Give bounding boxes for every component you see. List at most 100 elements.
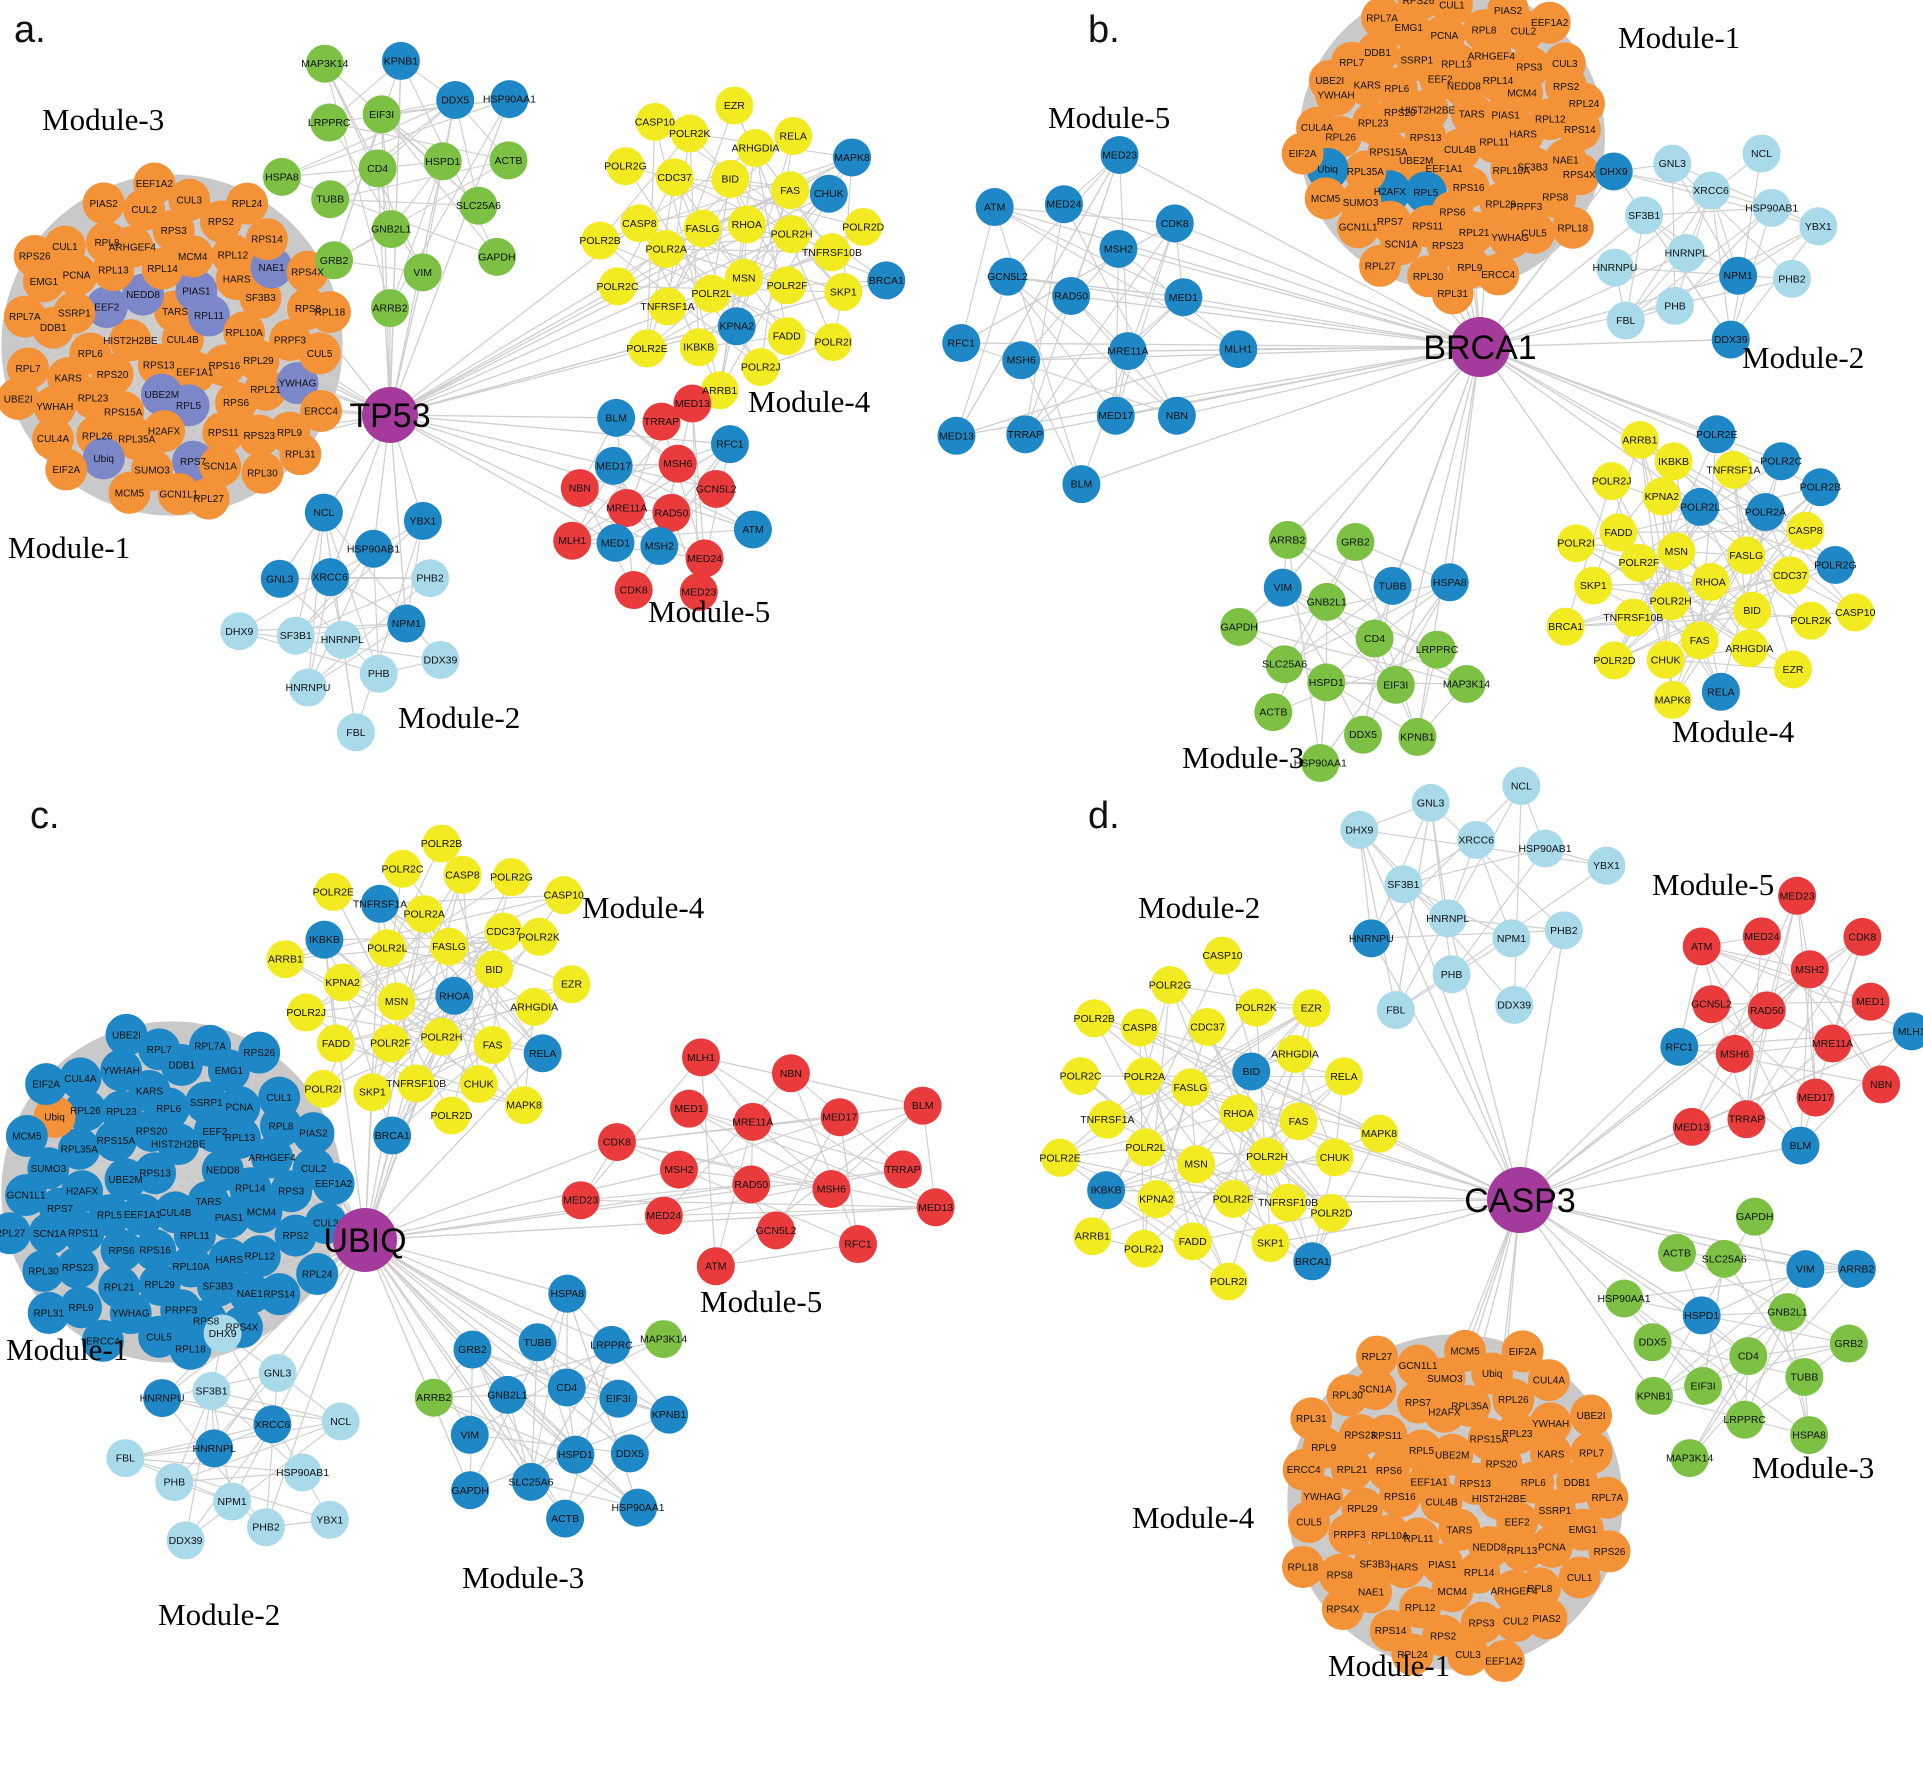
- node-PCNA[interactable]: [1530, 1525, 1573, 1568]
- node-POLR2J[interactable]: [1592, 462, 1631, 501]
- node-FADD[interactable]: [316, 1024, 355, 1063]
- node-POLR2L[interactable]: [1681, 487, 1720, 526]
- node-CDK8[interactable]: [614, 571, 653, 610]
- node-MSH6[interactable]: [658, 444, 697, 483]
- node-FASLG[interactable]: [683, 209, 722, 248]
- node-DDX39[interactable]: [421, 640, 460, 679]
- node-CDC37[interactable]: [484, 912, 523, 951]
- node-RPL8[interactable]: [85, 221, 128, 264]
- node-HNRNPL[interactable]: [323, 620, 362, 659]
- node-NCL[interactable]: [304, 493, 343, 532]
- node-CASP10[interactable]: [635, 102, 674, 141]
- node-HIST2H2BE[interactable]: [109, 319, 152, 362]
- node-NPM1[interactable]: [387, 604, 426, 643]
- node-ERCC4[interactable]: [1477, 253, 1520, 296]
- node-HNRNPL[interactable]: [1428, 899, 1467, 938]
- node-PHB[interactable]: [1655, 286, 1694, 325]
- node-GNL3[interactable]: [1653, 144, 1692, 183]
- node-POLR2C[interactable]: [1061, 1057, 1100, 1096]
- node-GNL3[interactable]: [260, 559, 299, 598]
- node-GNB2L1[interactable]: [488, 1375, 527, 1414]
- node-NAE1[interactable]: [228, 1272, 271, 1315]
- node-LRPPRC[interactable]: [592, 1325, 631, 1364]
- node-RPL7A[interactable]: [3, 295, 46, 338]
- node-MED1[interactable]: [1851, 982, 1890, 1021]
- node-MRE11A[interactable]: [607, 488, 646, 527]
- node-RPL12[interactable]: [238, 1235, 281, 1278]
- node-HNRNPU[interactable]: [288, 668, 327, 707]
- node-RPL9[interactable]: [60, 1286, 103, 1329]
- node-MAP3K14[interactable]: [644, 1320, 683, 1359]
- node-MAPK8[interactable]: [1360, 1114, 1399, 1153]
- node-RPL30[interactable]: [1326, 1374, 1369, 1417]
- node-HNRNPU[interactable]: [143, 1379, 182, 1418]
- node-KPNA2[interactable]: [1137, 1180, 1176, 1219]
- node-CDK8[interactable]: [597, 1123, 636, 1162]
- node-LRPPRC[interactable]: [310, 103, 349, 142]
- node-FAS[interactable]: [1279, 1102, 1318, 1141]
- node-EIF2A[interactable]: [25, 1063, 68, 1106]
- node-GCN1L1[interactable]: [1397, 1344, 1440, 1387]
- node-POLR2K[interactable]: [1237, 988, 1276, 1027]
- node-TNFRSF1A[interactable]: [1714, 450, 1753, 489]
- node-EZR[interactable]: [1292, 989, 1331, 1028]
- node-GNL3[interactable]: [258, 1354, 297, 1393]
- node-RELA[interactable]: [1701, 672, 1740, 711]
- node-HNRNPU[interactable]: [1595, 248, 1634, 287]
- node-RPL18[interactable]: [308, 291, 351, 334]
- node-LRPPRC[interactable]: [1418, 630, 1457, 669]
- node-HSPD1[interactable]: [1307, 663, 1346, 702]
- node-GCN5L2[interactable]: [988, 257, 1027, 296]
- node-CUL4A[interactable]: [59, 1057, 102, 1100]
- node-NBN[interactable]: [560, 469, 599, 508]
- node-CUL1[interactable]: [1558, 1556, 1601, 1599]
- node-CDC37[interactable]: [655, 158, 694, 197]
- node-RPS16[interactable]: [134, 1229, 177, 1272]
- node-SKP1[interactable]: [824, 272, 863, 311]
- node-HSP90AA1[interactable]: [1301, 744, 1340, 783]
- node-POLR2F[interactable]: [768, 266, 807, 305]
- node-RPL21[interactable]: [244, 368, 287, 411]
- node-NBN[interactable]: [771, 1054, 810, 1093]
- node-HSPA8[interactable]: [262, 157, 301, 196]
- node-MED13[interactable]: [673, 384, 712, 423]
- node-RPS26[interactable]: [1397, 0, 1440, 22]
- node-RPL12[interactable]: [211, 234, 254, 277]
- node-MSN[interactable]: [377, 982, 416, 1021]
- node-SF3B1[interactable]: [192, 1371, 231, 1410]
- node-FASLG[interactable]: [430, 927, 469, 966]
- node-CHUK[interactable]: [1646, 640, 1685, 679]
- node-EEF1A1[interactable]: [121, 1193, 164, 1236]
- node-POLR2A[interactable]: [647, 229, 686, 268]
- node-GNL3[interactable]: [1411, 783, 1450, 822]
- node-RAD50[interactable]: [732, 1165, 771, 1204]
- node-TRRAP[interactable]: [1006, 415, 1045, 454]
- node-KPNB1[interactable]: [650, 1395, 689, 1434]
- node-RPL24[interactable]: [1562, 82, 1605, 125]
- node-MSH6[interactable]: [812, 1169, 851, 1208]
- node-EIF2A[interactable]: [1281, 132, 1324, 175]
- node-HSP90AA1[interactable]: [490, 80, 529, 119]
- node-MLH1[interactable]: [1892, 1012, 1923, 1051]
- node-ERCC4[interactable]: [81, 1319, 124, 1362]
- node-TNFRSF10B[interactable]: [1614, 598, 1653, 637]
- node-BRCA1[interactable]: [1546, 607, 1585, 646]
- node-FAS[interactable]: [473, 1025, 512, 1064]
- node-ARRB2[interactable]: [1268, 520, 1307, 559]
- node-MED17[interactable]: [1096, 396, 1135, 435]
- node-RPS4X[interactable]: [1321, 1588, 1364, 1631]
- node-TUBB[interactable]: [518, 1323, 557, 1362]
- node-MSN[interactable]: [1657, 532, 1696, 571]
- node-GAPDH[interactable]: [1735, 1197, 1774, 1236]
- node-POLR2D[interactable]: [1312, 1194, 1351, 1233]
- node-MCM5[interactable]: [1304, 177, 1347, 220]
- node-UBE2M[interactable]: [104, 1158, 147, 1201]
- node-GCN1L1[interactable]: [1337, 206, 1380, 249]
- node-KPNA2[interactable]: [323, 963, 362, 1002]
- node-SF3B1[interactable]: [1625, 196, 1664, 235]
- node-XRCC6[interactable]: [311, 558, 350, 597]
- node-SKP1[interactable]: [1251, 1224, 1290, 1263]
- node-POLR2L[interactable]: [1126, 1128, 1165, 1167]
- node-MED1[interactable]: [596, 523, 635, 562]
- node-CUL3[interactable]: [1446, 1633, 1489, 1676]
